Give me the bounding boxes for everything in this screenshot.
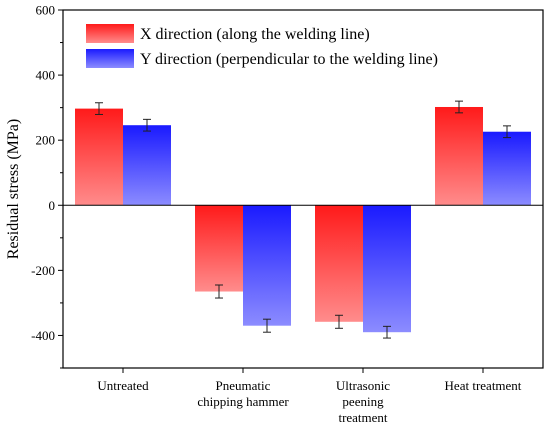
bars-group [75,106,531,333]
bar-series0-2 [315,205,363,322]
x-tick-label-line: Pneumatic [216,378,271,393]
legend-label-series1: Y direction (perpendicular to the weldin… [140,51,438,68]
y-tick-label: -400 [31,328,55,343]
legend-swatch-series0 [86,24,134,43]
x-tick-label-line: chipping hammer [197,394,289,409]
y-tick-label: 400 [36,68,56,83]
bar-series0-3 [435,106,483,206]
x-tick-label: Untreated [97,378,149,393]
x-tick-label-line: Untreated [97,378,149,393]
x-axis-ticks: Untreated Pneumatic chipping hammer Ultraso… [97,368,522,425]
x-tick-label-line: Ultrasonic [336,378,390,393]
x-tick-label-line: Heat treatment [445,378,522,393]
y-axis-ticks: -400 -200 0 200 400 600 [31,3,63,369]
bar-series0-1 [195,205,243,292]
x-tick-label: Pneumatic chipping hammer [197,378,289,409]
y-tick-label: -200 [31,263,55,278]
legend: X direction (along the welding line) Y di… [86,24,438,68]
x-tick-label-line: peening [342,394,384,409]
bar-series1-2 [363,205,411,333]
bar-series1-3 [483,131,531,206]
x-tick-label: Ultrasonic peening treatment [336,378,390,425]
bar-series1-0 [123,125,171,206]
y-tick-label: 600 [36,3,56,18]
x-tick-label-line: treatment [338,410,387,425]
y-tick-label: 0 [49,198,56,213]
bar-series0-0 [75,108,123,206]
legend-swatch-series1 [86,49,134,68]
x-tick-label: Heat treatment [445,378,522,393]
legend-label-series0: X direction (along the welding line) [140,26,370,43]
y-tick-label: 200 [36,133,56,148]
plot-frame [62,9,544,369]
bar-series1-1 [243,205,291,326]
y-axis-title: Residual stress (MPa) [5,119,22,259]
error-bars-group [95,100,511,339]
